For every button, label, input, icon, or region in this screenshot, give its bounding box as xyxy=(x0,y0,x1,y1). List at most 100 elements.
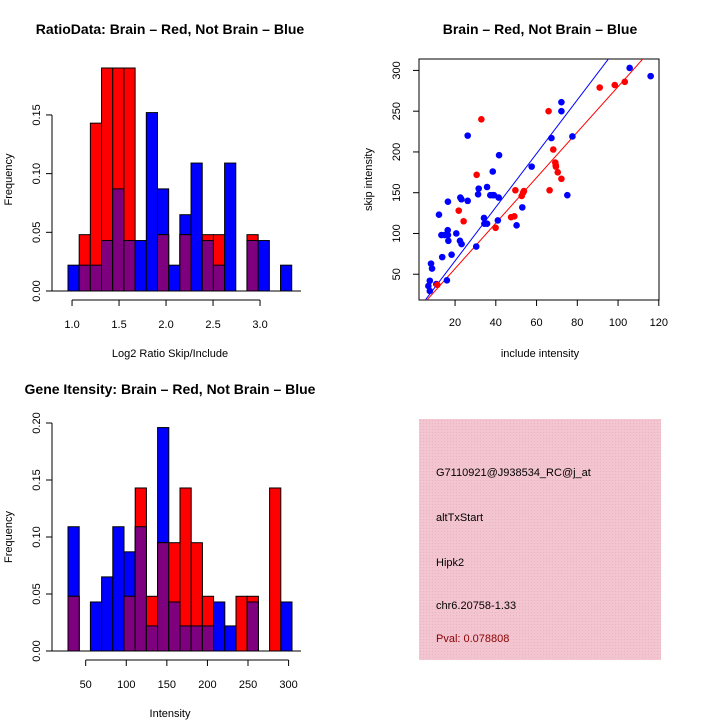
point-red xyxy=(512,186,519,194)
x-tick-label: 150 xyxy=(158,679,176,691)
info-panel: G7110921@J938534_RC@j_at altTxStart Hipk… xyxy=(419,419,661,660)
y-tick-label: 0.05 xyxy=(31,583,43,604)
bar-overlap xyxy=(123,595,136,652)
point-red xyxy=(492,224,499,232)
point-blue xyxy=(426,287,434,295)
chart-2: Brain – Red, Not Brain – Blue include int… xyxy=(363,21,668,360)
gene-name: Hipk2 xyxy=(436,557,464,569)
y-tick-label: 0.15 xyxy=(31,104,43,125)
point-red xyxy=(549,146,557,153)
point-red xyxy=(478,116,485,123)
y-tick-label: 0.00 xyxy=(31,640,43,661)
chart-title: Gene Itensity: Brain – Red, Not Brain – … xyxy=(25,381,316,397)
x-tick-label: 80 xyxy=(571,317,583,329)
bar-not-brain xyxy=(190,162,203,292)
point-blue xyxy=(448,251,455,258)
point-blue xyxy=(528,163,535,170)
x-tick-label: 100 xyxy=(609,317,627,329)
point-red xyxy=(520,187,528,195)
point-blue xyxy=(472,243,480,250)
point-red xyxy=(434,281,441,289)
bar-overlap xyxy=(89,264,103,292)
point-blue xyxy=(444,198,452,205)
x-tick-label: 60 xyxy=(530,317,542,329)
point-blue xyxy=(464,197,471,205)
bar-not-brain xyxy=(257,240,270,292)
bar-overlap xyxy=(212,264,226,292)
bar-overlap xyxy=(168,601,181,652)
point-blue xyxy=(445,237,452,245)
bar-not-brain xyxy=(280,264,293,292)
bar-overlap xyxy=(179,234,192,292)
bar-overlap xyxy=(112,188,125,292)
x-tick-label: 120 xyxy=(650,317,668,329)
fit-line-blue xyxy=(424,59,610,300)
bar-not-brain xyxy=(145,112,158,292)
y-tick-label: 0.15 xyxy=(31,469,43,490)
point-blue xyxy=(518,204,526,211)
point-blue xyxy=(483,220,491,227)
x-tick-label: 2.5 xyxy=(205,319,220,331)
point-blue xyxy=(626,64,633,72)
point-blue xyxy=(480,214,488,222)
point-red xyxy=(460,217,467,225)
point-red xyxy=(455,207,463,214)
bar-brain xyxy=(269,487,282,652)
point-blue xyxy=(426,277,434,285)
point-red xyxy=(596,84,604,91)
point-blue xyxy=(564,191,571,199)
point-blue xyxy=(427,260,435,267)
y-tick-label: 100 xyxy=(391,224,403,242)
point-blue xyxy=(474,191,482,198)
point-blue xyxy=(425,282,432,290)
bar-overlap xyxy=(156,234,170,292)
y-tick-label: 0.20 xyxy=(31,412,43,433)
y-tick-label: 0.05 xyxy=(31,222,43,243)
bar-overlap xyxy=(179,625,192,652)
bar-not-brain xyxy=(168,264,181,292)
bar-overlap xyxy=(78,264,91,292)
point-blue xyxy=(647,72,654,80)
y-tick-label: 0.00 xyxy=(31,280,43,301)
point-red xyxy=(621,78,629,86)
point-red xyxy=(546,186,553,194)
point-red xyxy=(473,171,480,179)
point-blue xyxy=(438,253,446,261)
point-red xyxy=(552,163,560,170)
point-blue xyxy=(444,226,452,234)
point-red xyxy=(554,169,562,176)
bar-overlap xyxy=(101,240,114,292)
y-tick-label: 200 xyxy=(391,143,403,161)
y-tick-label: 300 xyxy=(391,61,403,79)
pval: Pval: 0.078808 xyxy=(436,633,509,645)
bar-not-brain xyxy=(101,576,114,652)
bar-overlap xyxy=(67,595,80,652)
x-tick-label: 100 xyxy=(117,679,135,691)
y-tick-label: 0.10 xyxy=(31,163,43,184)
point-blue xyxy=(458,195,465,203)
point-blue xyxy=(495,194,502,201)
point-blue xyxy=(475,185,482,192)
x-axis-label: Log2 Ratio Skip/Include xyxy=(112,348,228,360)
chart-3: Gene Itensity: Brain – Red, Not Brain – … xyxy=(3,381,316,720)
x-tick-label: 50 xyxy=(80,679,92,691)
bar-overlap xyxy=(157,542,170,652)
y-tick-label: 50 xyxy=(391,268,403,280)
x-tick-label: 200 xyxy=(198,679,216,691)
point-blue xyxy=(443,277,451,284)
bar-not-brain xyxy=(134,240,147,292)
bar-not-brain xyxy=(67,264,80,292)
info-panel-background xyxy=(419,419,661,660)
bar-overlap xyxy=(246,240,259,292)
point-blue xyxy=(444,231,452,239)
point-blue xyxy=(569,133,576,140)
point-red xyxy=(545,107,552,115)
point-blue xyxy=(558,107,565,115)
bar-not-brain xyxy=(89,601,103,652)
point-blue xyxy=(494,217,502,224)
probe-id: G7110921@J938534_RC@j_at xyxy=(436,467,591,479)
chart-title: RatioData: Brain – Red, Not Brain – Blue xyxy=(36,21,305,37)
y-tick-label: 250 xyxy=(391,102,403,120)
bar-not-brain xyxy=(213,601,226,652)
